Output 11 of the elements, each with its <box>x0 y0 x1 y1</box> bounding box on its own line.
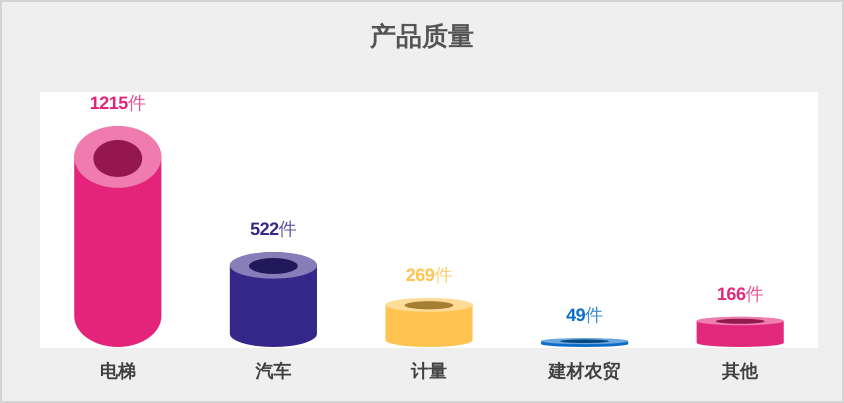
x-tick-label: 建材农贸 <box>546 361 621 381</box>
data-label: 522件 <box>250 219 297 240</box>
chart-title: 产品质量 <box>369 21 474 51</box>
data-label: 1215件 <box>90 93 146 113</box>
x-tick-label: 电梯 <box>100 361 136 381</box>
data-label: 49件 <box>566 305 604 326</box>
data-label: 269件 <box>406 265 452 286</box>
data-label: 166件 <box>716 284 764 304</box>
x-tick-label: 其他 <box>721 361 760 381</box>
x-tick-label: 汽车 <box>254 361 292 381</box>
x-tick-label: 计量 <box>410 361 447 381</box>
